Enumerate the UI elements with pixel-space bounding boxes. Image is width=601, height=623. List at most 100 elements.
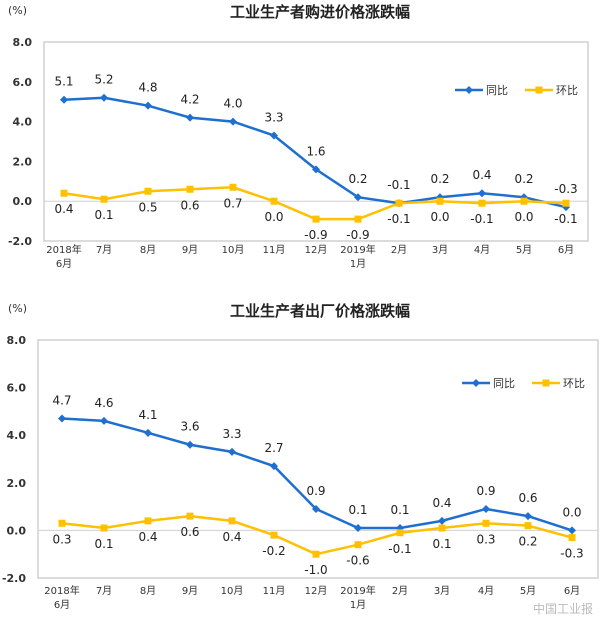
data-label: -1.0 <box>304 563 327 577</box>
data-label: 0.2 <box>348 172 367 186</box>
legend-marker <box>535 86 543 94</box>
data-point <box>144 517 152 525</box>
x-tick-label: 4月 <box>474 244 490 256</box>
data-point <box>144 187 152 195</box>
watermark: 中国工业报 <box>532 602 593 616</box>
y-tick-label: 4.0 <box>7 429 27 442</box>
data-label: -0.6 <box>346 554 369 568</box>
data-point <box>482 504 490 513</box>
data-label: 0.3 <box>52 532 71 546</box>
x-tick-label: 2019年 <box>340 243 375 256</box>
data-point <box>436 197 444 205</box>
data-label: 0.4 <box>472 168 491 182</box>
x-tick-label: 5月 <box>520 585 536 597</box>
data-point <box>186 512 194 520</box>
data-point <box>562 199 570 207</box>
x-tick-label: 6月 <box>54 599 70 611</box>
y-tick-label: 8.0 <box>7 334 27 347</box>
data-label: 0.0 <box>264 210 283 224</box>
data-point <box>144 428 152 437</box>
data-point <box>568 526 576 535</box>
data-point <box>395 199 403 207</box>
x-tick-label: 10月 <box>222 244 245 256</box>
data-point <box>312 165 320 174</box>
y-tick-label: 0.0 <box>13 195 33 208</box>
data-point <box>312 215 320 223</box>
data-label: 2.7 <box>264 441 283 455</box>
data-label: -0.1 <box>387 178 410 192</box>
data-label: 0.6 <box>518 491 537 505</box>
data-label: 0.1 <box>390 503 409 517</box>
data-label: 0.6 <box>180 198 199 212</box>
data-point <box>270 197 278 205</box>
data-label: 0.0 <box>430 210 449 224</box>
data-label: 4.0 <box>223 97 242 111</box>
data-label: -0.3 <box>554 182 577 196</box>
x-tick-label: 8月 <box>140 244 156 256</box>
data-point <box>186 185 194 193</box>
data-point <box>60 95 68 104</box>
legend-marker <box>472 379 480 387</box>
x-tick-label: 2018年 <box>46 243 81 256</box>
data-label: 0.4 <box>222 530 241 544</box>
series-line-同比 <box>61 417 573 532</box>
x-tick-label: 6月 <box>56 258 72 270</box>
x-tick-label: 2019年 <box>340 584 375 597</box>
x-tick-label: 12月 <box>305 244 328 256</box>
data-label: 0.3 <box>476 532 495 546</box>
x-tick-label: 11月 <box>263 244 286 256</box>
data-point <box>568 534 576 542</box>
data-point <box>524 522 532 530</box>
legend-label: 同比 <box>493 377 515 390</box>
x-tick-label: 6月 <box>558 244 574 256</box>
data-label: 4.1 <box>138 408 157 422</box>
x-tick-label: 1月 <box>350 599 366 611</box>
plot-frame <box>37 339 599 579</box>
x-tick-label: 12月 <box>305 585 328 597</box>
data-label: -0.1 <box>470 212 493 226</box>
y-tick-label: 8.0 <box>13 36 33 49</box>
data-label: 0.1 <box>432 537 451 551</box>
data-label: 4.8 <box>138 81 157 95</box>
legend-marker <box>465 86 473 94</box>
chart-1: 工业生产者购进价格涨跌幅 (%) 8.0 6.0 4.0 2.0 0.0 -2.0 2018年 6… <box>8 3 589 270</box>
legend-marker <box>542 379 550 387</box>
data-label: 3.6 <box>180 420 199 434</box>
data-point <box>478 189 486 198</box>
data-point <box>396 529 404 537</box>
chart-2: 工业生产者出厂价格涨跌幅 (%) 8.0 6.0 4.0 2.0 0.0 -2.0 2018年 6… <box>2 302 599 611</box>
data-label: 4.6 <box>94 396 113 410</box>
data-label: 3.3 <box>222 427 241 441</box>
data-point <box>524 512 532 521</box>
data-point <box>58 519 66 527</box>
data-point <box>354 541 362 549</box>
x-tick-label: 10月 <box>221 585 244 597</box>
x-tick-label: 7月 <box>96 244 112 256</box>
x-tick-label: 1月 <box>350 258 366 270</box>
data-point <box>100 416 108 425</box>
data-point <box>312 504 320 513</box>
y-tick-label: -2.0 <box>8 235 32 248</box>
y-tick-label: 2.0 <box>7 477 27 490</box>
data-point <box>100 195 108 203</box>
data-label: 3.3 <box>264 111 283 125</box>
y-axis-unit: (%) <box>8 302 27 315</box>
data-label: 0.1 <box>94 208 113 222</box>
x-tick-label: 5月 <box>516 244 532 256</box>
data-label: 5.2 <box>94 73 113 87</box>
data-label: 4.2 <box>180 93 199 107</box>
x-tick-label: 4月 <box>478 585 494 597</box>
data-label: 0.2 <box>518 535 537 549</box>
data-label: -0.3 <box>560 547 583 561</box>
y-axis-unit: (%) <box>8 4 27 17</box>
data-point <box>186 440 194 449</box>
data-label: 0.2 <box>514 172 533 186</box>
data-point <box>144 101 152 110</box>
legend-label: 环比 <box>556 84 578 97</box>
x-tick-label: 6月 <box>564 585 580 597</box>
data-point <box>354 524 362 533</box>
data-point <box>58 414 66 423</box>
data-label: -0.9 <box>304 228 327 242</box>
data-point <box>354 215 362 223</box>
data-label: 0.9 <box>476 484 495 498</box>
